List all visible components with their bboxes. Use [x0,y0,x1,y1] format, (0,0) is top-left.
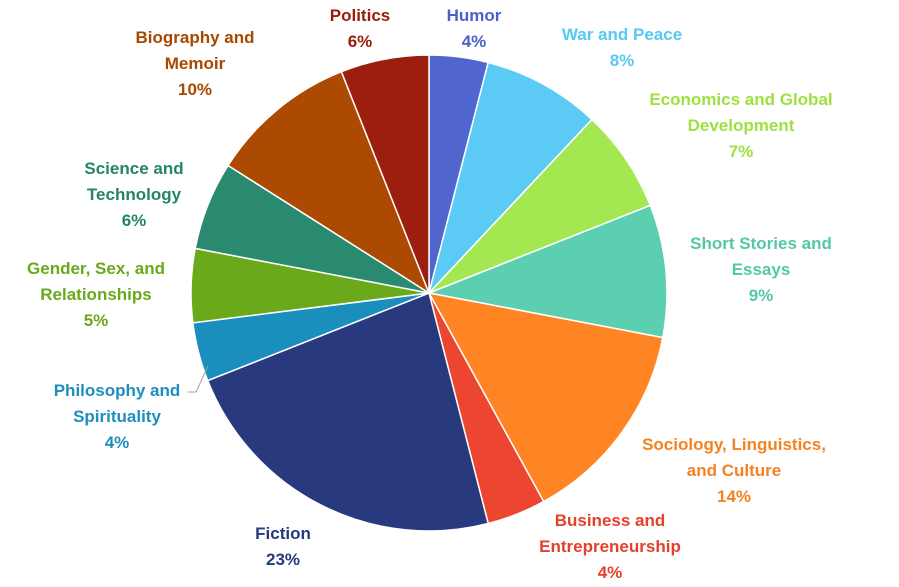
slice-label-text: Humor [447,6,502,25]
slice-label: Humor 4% [447,6,502,51]
slice-percent-label: 5% [84,311,109,330]
slice-percent-label: 9% [749,286,774,305]
slice-percent-label: 7% [729,142,754,161]
slice-label-text: Philosophy and [54,381,181,400]
slice-percent-label: 4% [105,433,130,452]
slice-label-text: Essays [732,260,791,279]
slice-label: Philosophy and Spirituality 4% [54,381,181,452]
leader-lines [188,365,209,393]
slice-label-text: Development [688,116,795,135]
slice-label-text: Technology [87,185,182,204]
pie-slices [190,54,668,532]
slice-percent-label: 10% [178,80,212,99]
slice-label: Science and Technology 6% [84,159,183,230]
pie-slice-short-stories-and-essays [426,204,668,339]
slice-label-text: Gender, Sex, and [27,259,165,278]
pie-slice-sociology-linguistics-and-culture [427,291,664,503]
slice-label: Fiction 23% [255,524,311,569]
slice-label-text: Short Stories and [690,234,832,253]
slice-label-text: War and Peace [562,25,682,44]
pie-slice-politics [340,54,430,294]
slice-label: Short Stories and Essays 9% [690,234,832,305]
pie-slice-war-and-peace [428,61,593,294]
slice-label-text: Entrepreneurship [539,537,681,556]
slice-label-text: Fiction [255,524,311,543]
slice-label: Gender, Sex, and Relationships 5% [27,259,165,330]
slice-percent-label: 6% [348,32,373,51]
slice-label: War and Peace 8% [562,25,682,70]
slice-label: Politics 6% [330,6,390,51]
slice-label: Sociology, Linguistics, and Culture 14% [642,435,826,506]
slice-label-text: Science and [84,159,183,178]
slice-label-text: Economics and Global [649,90,832,109]
slice-label: Biography and Memoir 10% [135,28,254,99]
slice-percent-label: 14% [717,487,751,506]
pie-slice-fiction [206,291,490,532]
slice-label: Business and Entrepreneurship 4% [539,511,681,582]
pie-slice-economics-and-global-development [428,118,652,294]
leader-line [188,365,209,393]
slice-label-text: Biography and [135,28,254,47]
slice-percent-label: 8% [610,51,635,70]
slice-percent-label: 4% [462,32,487,51]
slice-label-text: and Culture [687,461,781,480]
slice-label-text: Memoir [165,54,226,73]
slice-label-text: Politics [330,6,390,25]
slice-label-text: Sociology, Linguistics, [642,435,826,454]
slice-percent-label: 6% [122,211,147,230]
slice-percent-label: 23% [266,550,300,569]
slice-percent-label: 4% [598,563,623,582]
slice-labels: Humor 4% War and Peace 8% Economics and Glob… [27,6,833,582]
slice-label-text: Relationships [40,285,151,304]
pie-slice-biography-and-memoir [227,70,431,295]
slice-label-text: Business and [555,511,666,530]
slice-label: Economics and Global Development 7% [649,90,832,161]
slice-label-text: Spirituality [73,407,161,426]
